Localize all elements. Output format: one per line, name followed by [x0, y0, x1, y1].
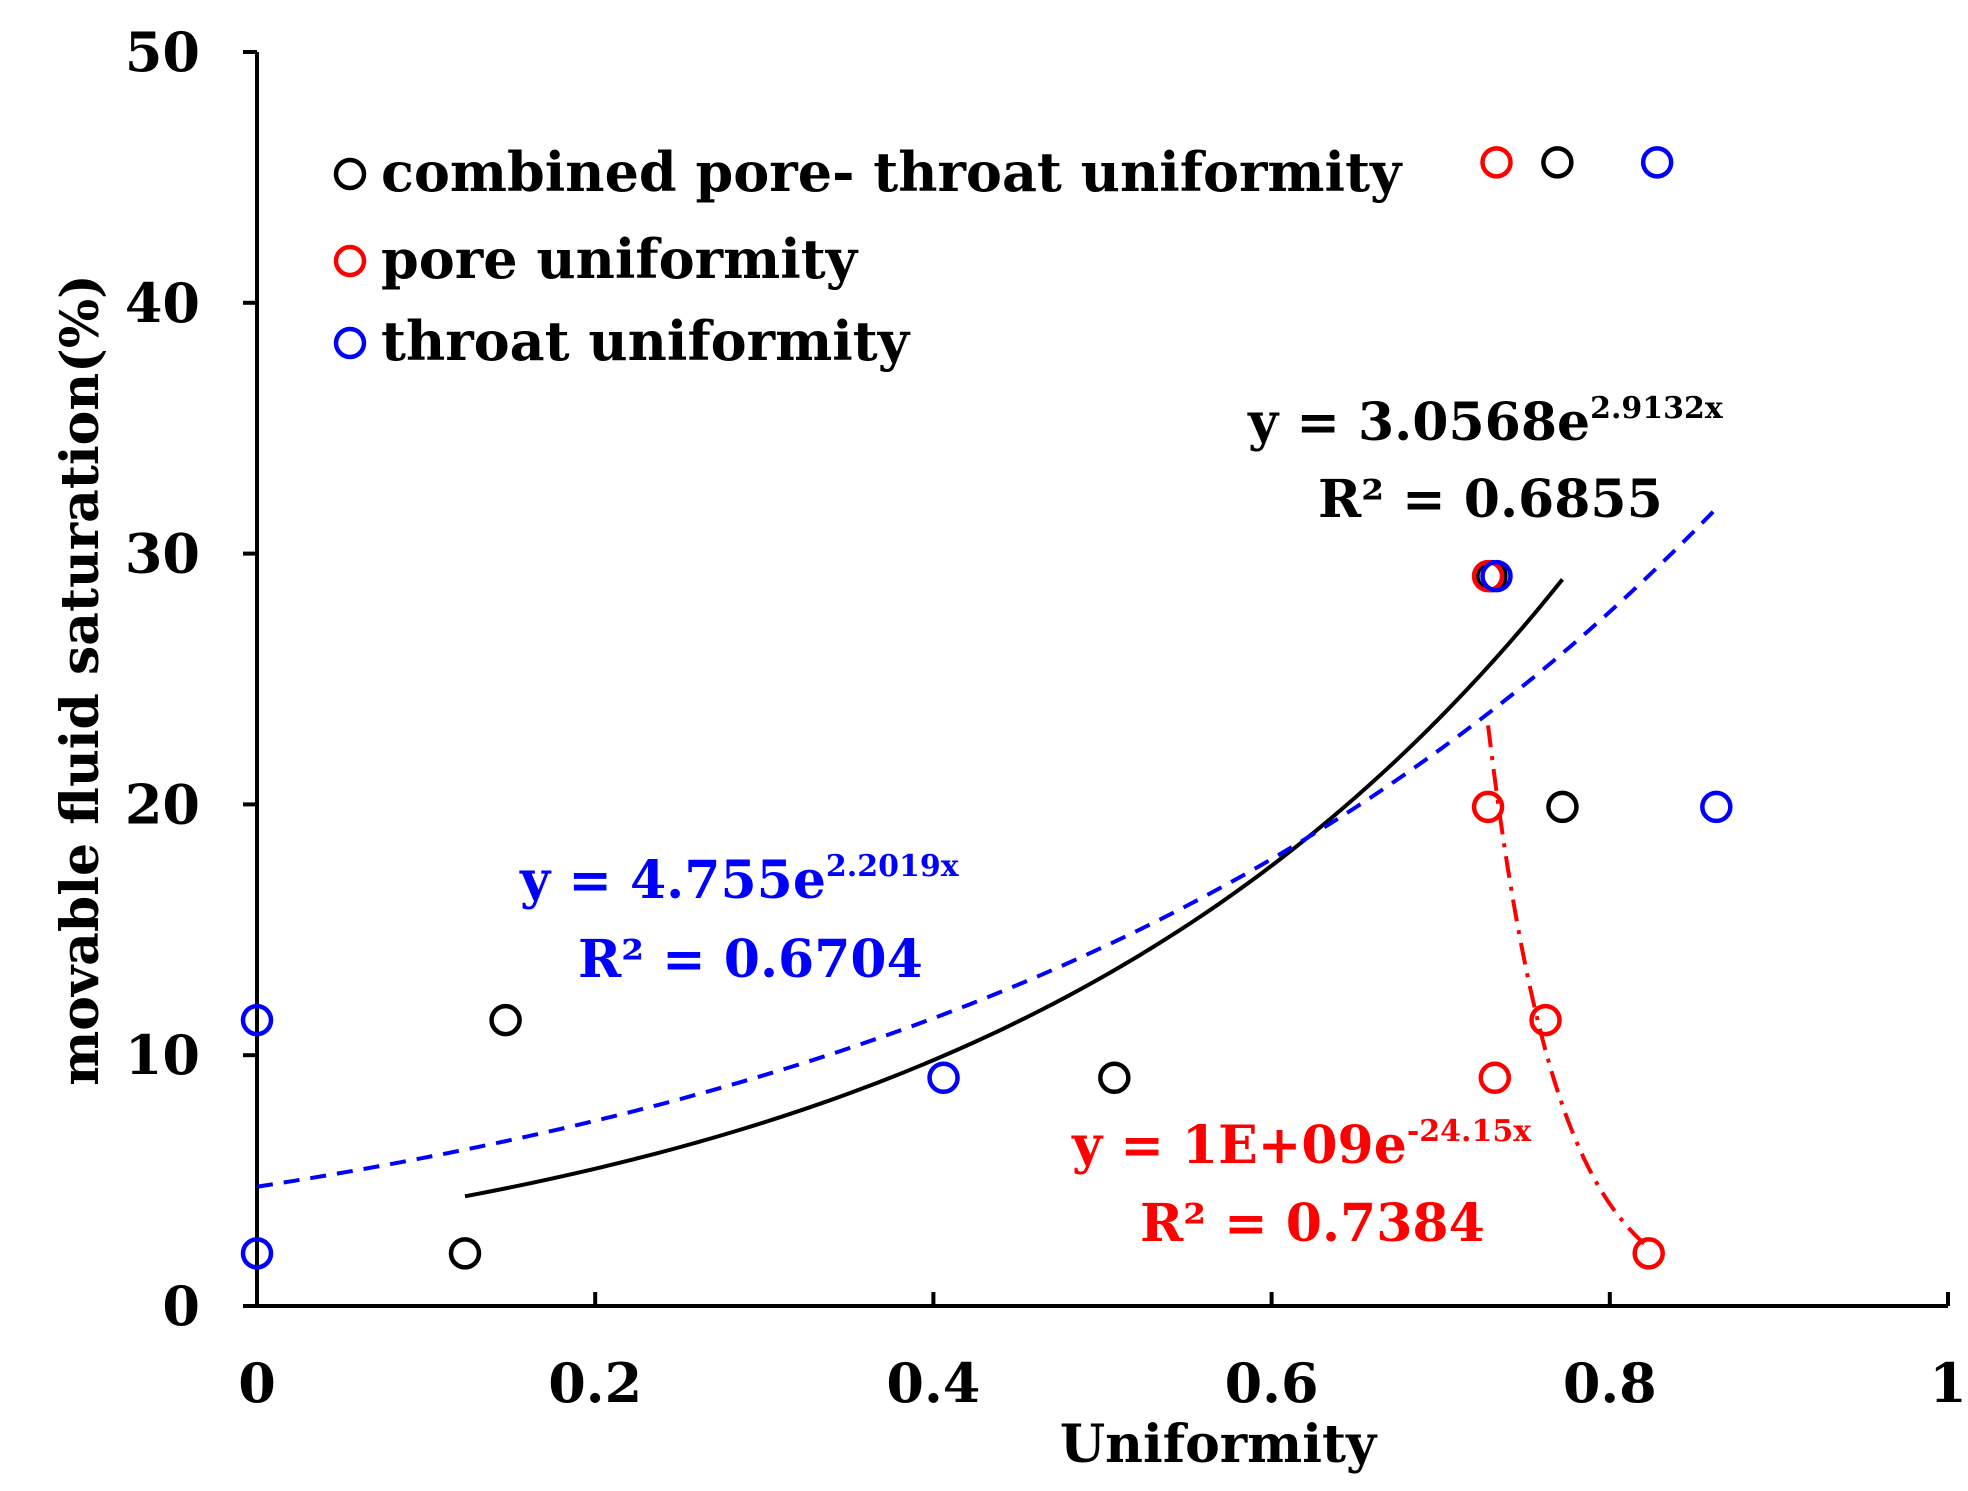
point-combined: [448, 1237, 482, 1270]
legend-marker-throat: [333, 326, 367, 360]
point-pore: [1480, 146, 1513, 179]
y-tick-label: 50: [125, 20, 200, 84]
equation-pore-exponent: -24.15x: [1407, 1114, 1532, 1149]
legend-label-combined: combined pore- throat uniformity: [381, 140, 1403, 204]
equation-pore: y = 1E+09e-24.15x R² = 0.7384: [1071, 1114, 1532, 1254]
point-combined: [489, 1003, 522, 1037]
data-points: [240, 146, 1733, 1270]
point-combined: [1541, 146, 1574, 179]
y-tick-label: 20: [125, 772, 200, 836]
r2-combined-text: R² = 0.6855: [1318, 469, 1663, 530]
legend-marker-pore: [333, 244, 367, 278]
y-axis-title: movable fluid saturation(%): [50, 274, 111, 1086]
equation-throat: y = 4.755e2.2019x R² = 0.6704: [519, 849, 960, 990]
point-throat: [240, 1003, 274, 1037]
y-tick-label: 10: [125, 1023, 200, 1087]
y-tick-label: 30: [125, 522, 200, 586]
y-tick-label: 0: [162, 1274, 200, 1338]
legend-marker-combined: [333, 157, 367, 191]
equation-combined-text: y = 3.0568e2.9132x: [1247, 391, 1724, 453]
x-tick-label: 0.6: [1225, 1351, 1319, 1415]
point-throat: [927, 1061, 960, 1095]
x-tick-label: 0: [238, 1351, 276, 1415]
equation-throat-text: y = 4.755e2.2019x: [519, 849, 960, 911]
point-pore: [1478, 1061, 1512, 1095]
equation-pore-text: y = 1E+09e-24.15x: [1071, 1114, 1532, 1176]
legend-label-throat: throat uniformity: [381, 309, 911, 373]
legend-item-combined: combined pore- throat uniformity: [333, 140, 1403, 204]
r2-pore-text: R² = 0.7384: [1140, 1193, 1485, 1254]
point-pore: [1471, 790, 1505, 824]
point-pore: [1471, 559, 1505, 593]
y-tick-label: 40: [125, 271, 200, 335]
point-combined: [1546, 790, 1579, 824]
axes: [255, 52, 1948, 1308]
r2-throat-text: R² = 0.6704: [578, 929, 923, 990]
x-tick-label: 0.2: [548, 1351, 642, 1415]
equation-combined: y = 3.0568e2.9132x R² = 0.6855: [1247, 391, 1724, 530]
trendlines: [256, 507, 1718, 1249]
equation-pore-main: y = 1E+09e: [1071, 1115, 1407, 1176]
point-pore: [1529, 1003, 1562, 1037]
legend-item-pore: pore uniformity: [333, 227, 859, 291]
equation-combined-exponent: 2.9132x: [1590, 391, 1724, 426]
point-throat: [1640, 146, 1674, 179]
point-throat: [1480, 559, 1513, 593]
equation-combined-main: y = 3.0568e: [1247, 392, 1590, 453]
point-throat: [1700, 790, 1733, 824]
equation-throat-main: y = 4.755e: [519, 850, 826, 911]
equation-throat-exponent: 2.2019x: [826, 849, 960, 884]
point-pore: [1632, 1237, 1665, 1270]
point-throat: [240, 1237, 274, 1270]
x-tick-label: 0.8: [1563, 1351, 1657, 1415]
trendline-pore: [1486, 725, 1650, 1249]
point-combined: [1098, 1061, 1131, 1095]
legend: combined pore- throat uniformity pore un…: [333, 140, 1403, 373]
x-ticks: 0 0.2 0.4 0.6 0.8 1: [238, 1292, 1967, 1415]
trendline-throat: [256, 507, 1718, 1189]
trendline-combined: [464, 578, 1565, 1199]
x-tick-label: 0.4: [886, 1351, 980, 1415]
legend-item-throat: throat uniformity: [333, 309, 911, 373]
y-ticks: 0 10 20 30 40 50: [125, 20, 257, 1338]
x-axis-title: Uniformity: [1060, 1414, 1378, 1475]
legend-label-pore: pore uniformity: [381, 227, 859, 291]
x-tick-label: 1: [1929, 1351, 1967, 1415]
